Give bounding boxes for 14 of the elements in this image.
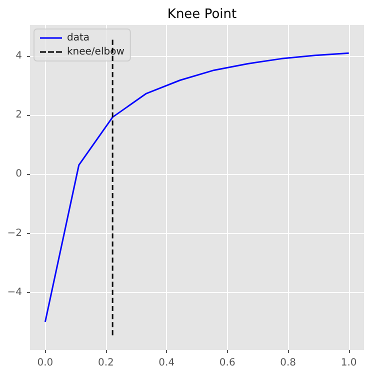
chart-title: Knee Point: [167, 7, 237, 22]
x-tick-label: 1.0: [340, 358, 357, 368]
legend-label: knee/elbow: [67, 46, 124, 58]
y-tick-label: 0: [16, 168, 22, 180]
x-tick-label: 0.6: [219, 358, 236, 368]
x-tick-label: 0.2: [98, 358, 114, 368]
y-tick-label: −2: [7, 228, 22, 239]
legend-label: data: [67, 32, 90, 44]
y-tick-label: 4: [16, 50, 22, 62]
x-tick-label: 0.0: [37, 358, 54, 368]
y-tick-label: −4: [7, 286, 22, 298]
x-tick-label: 0.4: [158, 358, 175, 368]
x-tick-label: 0.8: [280, 358, 296, 368]
y-tick-label: 2: [16, 110, 22, 121]
